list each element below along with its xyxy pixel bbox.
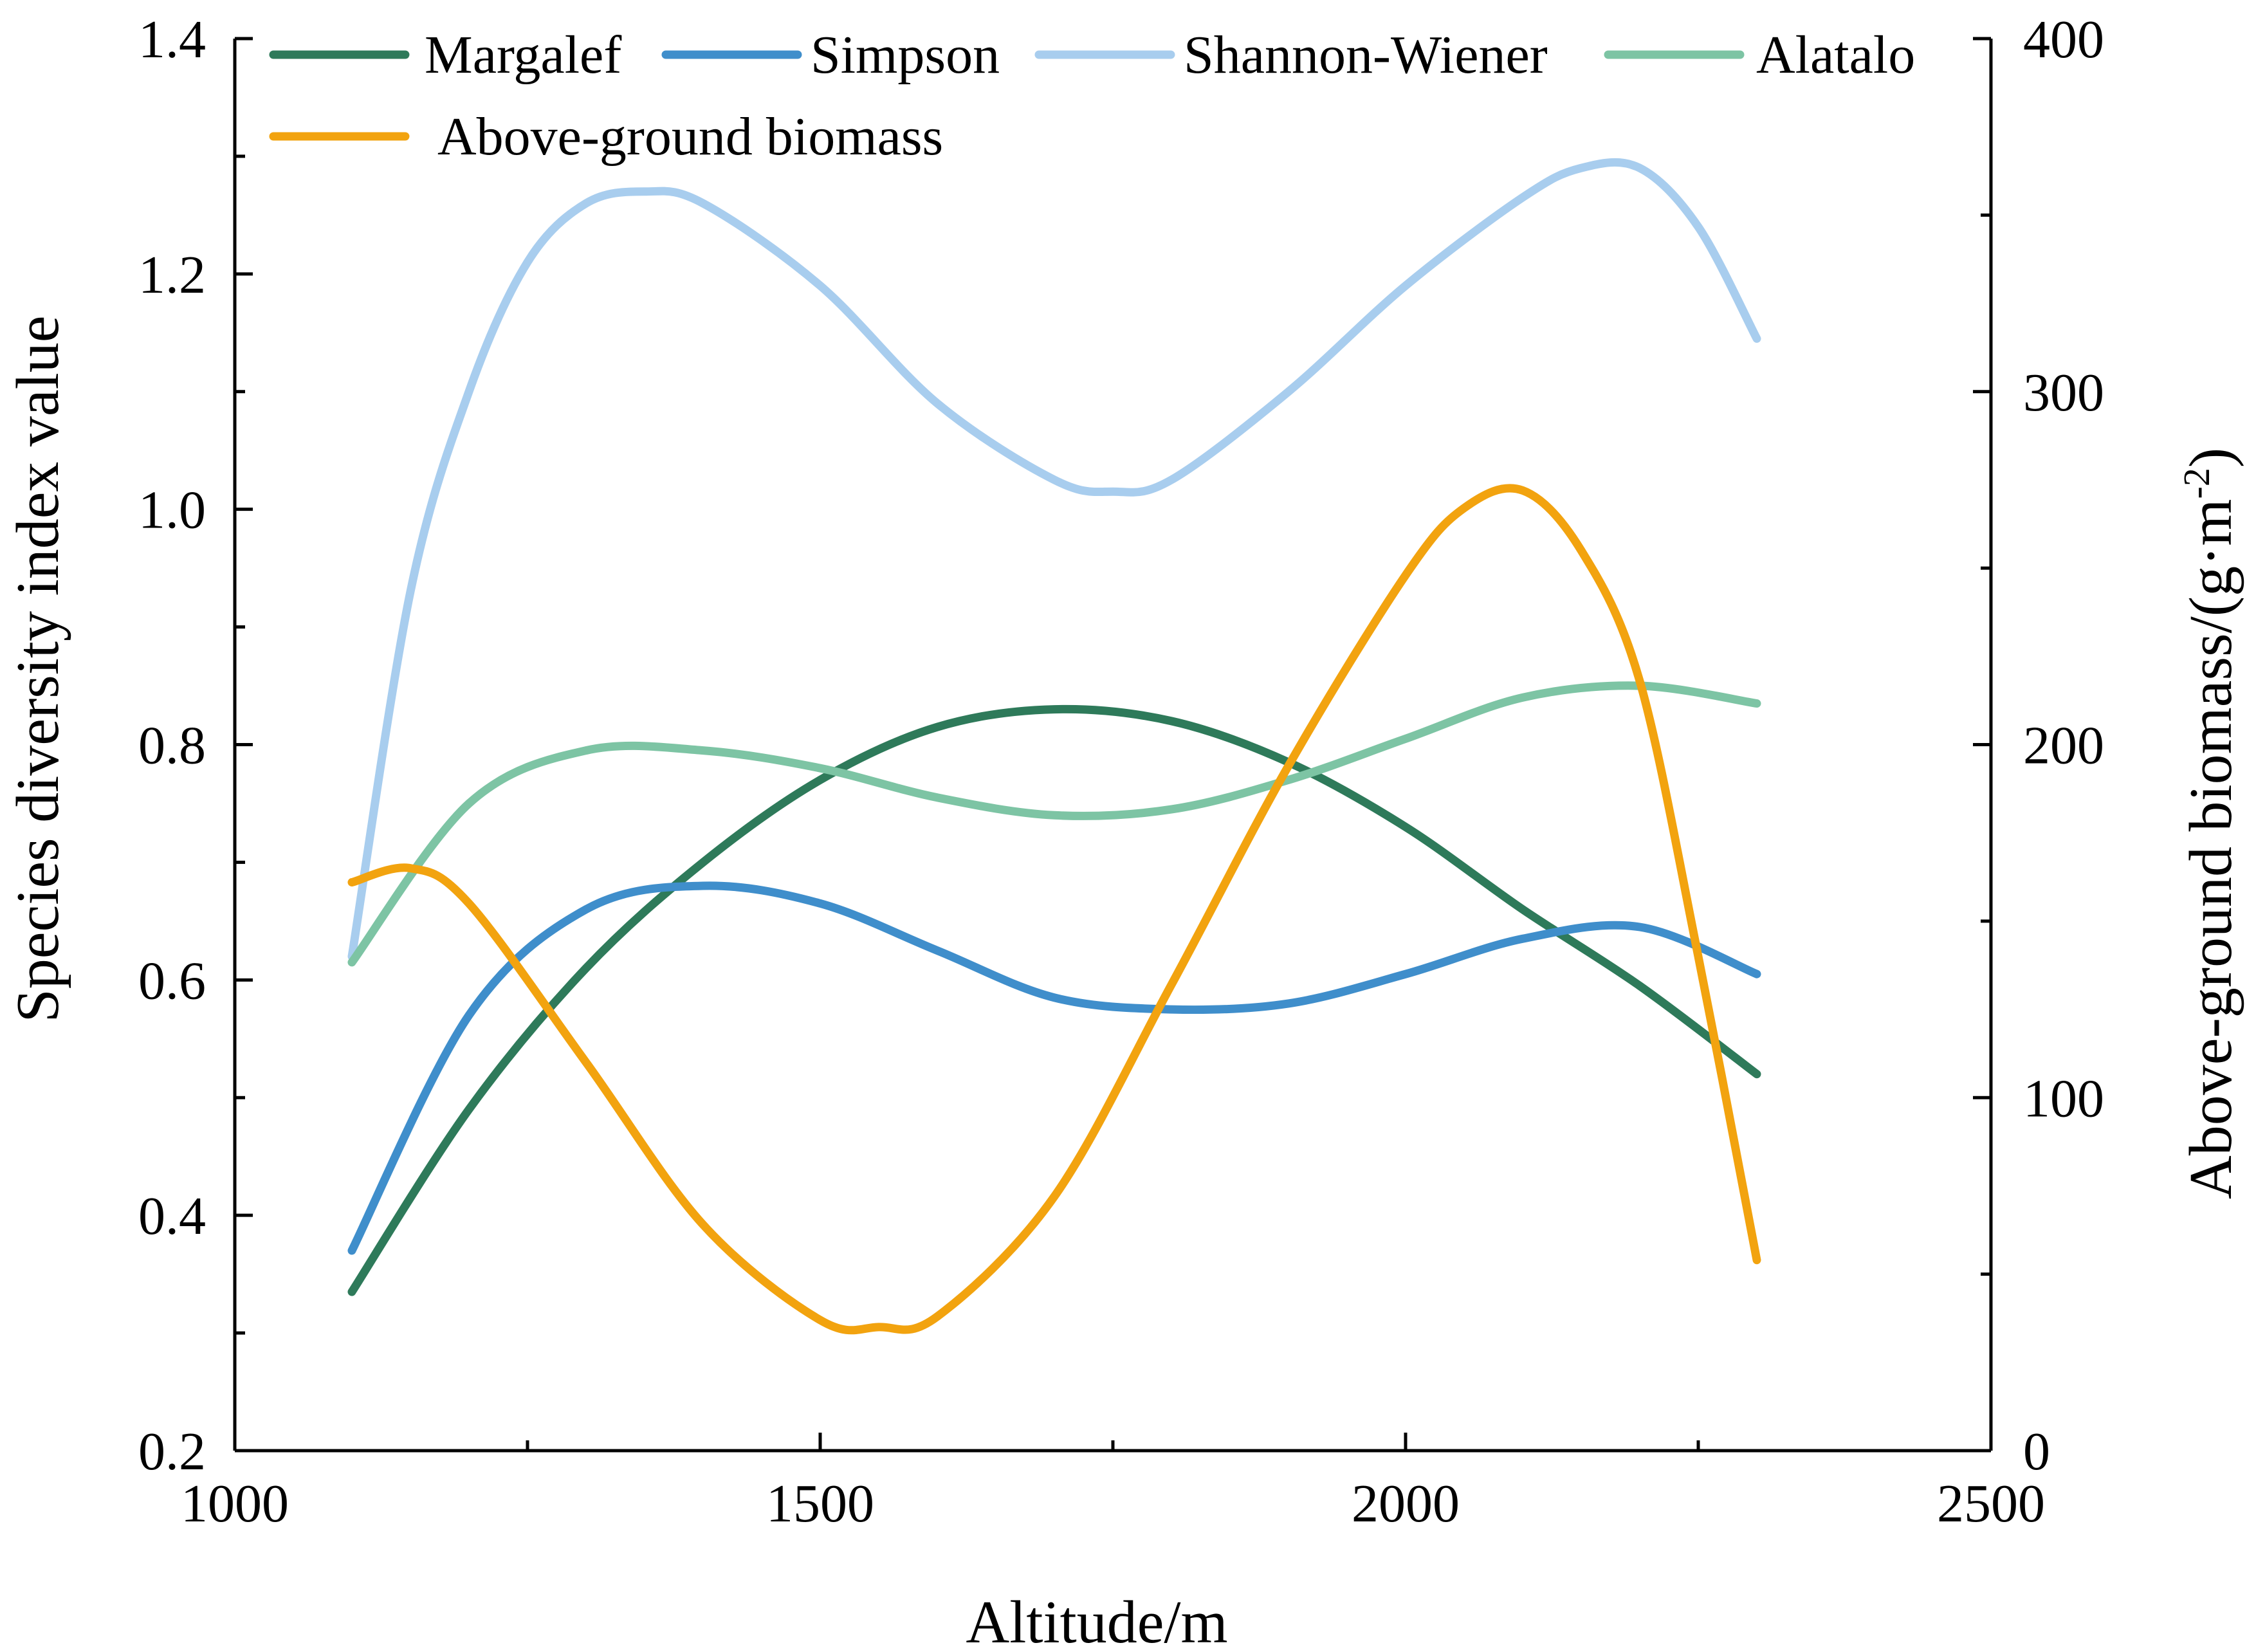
y-right-axis-title-main: Above-ground biomass/(g·m <box>2178 499 2244 1199</box>
y-right-tick-label-0: 0 <box>2023 1422 2050 1482</box>
x-tick-label-1500: 1500 <box>766 1474 874 1534</box>
y-left-tick-label-2: 0.6 <box>138 951 206 1011</box>
series-layer <box>347 158 1761 1335</box>
y-left-tick-label-0: 0.2 <box>138 1422 206 1482</box>
legend-label-shannon-wiener: Shannon-Wiener <box>1184 25 1548 85</box>
x-tick-label-2500: 2500 <box>1937 1474 2045 1534</box>
legend-label-margalef: Margalef <box>425 25 621 85</box>
series-line-margalef <box>347 704 1761 1296</box>
y-left-tick-label-3: 0.8 <box>138 716 206 776</box>
y-right-tick-label-300: 300 <box>2023 363 2104 423</box>
y-right-tick-label-400: 400 <box>2023 10 2104 69</box>
ticks-layer: 1000 1500 2000 2500 0.2 0.4 0.6 0.8 1.0 1.2 1.4 0 10… <box>138 10 2104 1534</box>
y-left-axis-title: Species diversity index value <box>5 316 71 1023</box>
y-left-tick-label-4: 1.0 <box>138 481 206 540</box>
y-right-tick-label-100: 100 <box>2023 1069 2104 1128</box>
y-left-tick-label-1: 0.4 <box>138 1186 206 1246</box>
legend-label-alatalo: Alatalo <box>1756 25 1915 85</box>
legend-label-simpson: Simpson <box>811 25 1000 85</box>
y-right-axis-title: Above-ground biomass/(g·m-2) <box>2176 448 2244 1199</box>
series-line-shannon-wiener <box>347 158 1761 961</box>
y-right-axis-title-sup: -2 <box>2176 468 2217 499</box>
x-tick-label-2000: 2000 <box>1352 1474 1460 1534</box>
legend-label-above-ground-biomass: Above-ground biomass <box>437 107 943 167</box>
y-left-tick-label-5: 1.2 <box>138 245 206 305</box>
x-axis-title: Altitude/m <box>966 1589 1227 1652</box>
y-left-tick-label-6: 1.4 <box>138 10 206 69</box>
y-right-tick-label-200: 200 <box>2023 716 2104 776</box>
series-line-above-ground-biomass <box>347 484 1761 1335</box>
legend: Margalef Simpson Shannon-Wiener Alatalo Abov… <box>269 25 1915 167</box>
x-tick-label-1000: 1000 <box>181 1474 289 1534</box>
series-line-alatalo <box>347 681 1761 967</box>
y-right-axis-title-close: ) <box>2178 448 2244 468</box>
series-line-simpson <box>347 881 1761 1255</box>
